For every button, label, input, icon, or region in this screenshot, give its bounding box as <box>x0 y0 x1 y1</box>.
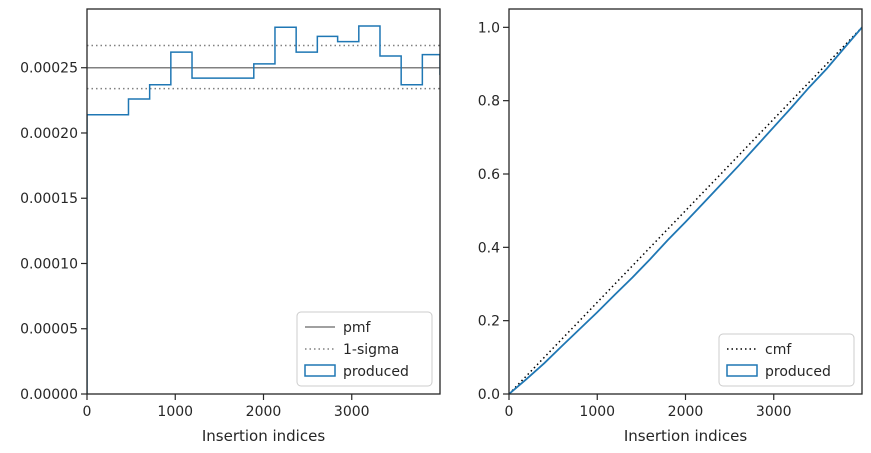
histogram-bin <box>275 27 296 394</box>
x-tick-label: 3000 <box>756 404 792 420</box>
legend-label: 1-sigma <box>343 342 399 358</box>
x-tick-label: 0 <box>83 404 92 420</box>
histogram-step <box>87 25 440 394</box>
y-tick-label: 0.00005 <box>20 322 78 338</box>
x-tick-label: 2000 <box>668 404 704 420</box>
y-tick-label: 0.00020 <box>20 126 78 142</box>
legend-box <box>718 333 855 387</box>
y-tick-label: 1.0 <box>478 20 500 36</box>
data-layer <box>87 25 440 394</box>
x-tick-label: 3000 <box>334 404 370 420</box>
histogram-bin <box>254 64 275 394</box>
histogram-bin <box>87 115 128 394</box>
legend: pmf 1-sigma produced <box>296 311 433 387</box>
legend-box <box>296 311 433 387</box>
y-tick-label: 0.4 <box>478 240 500 256</box>
x-tick-label: 1000 <box>579 404 615 420</box>
histogram-panel: 0 1000 2000 3000 0.00000 0.00005 0.00010 0.0001… <box>20 8 441 445</box>
x-axis-title: Insertion indices <box>202 427 325 445</box>
y-tick-label: 0.00000 <box>20 387 78 403</box>
cdf-panel: 0 1000 2000 3000 0.0 0.2 0.4 0.6 0.8 1.0 Insertion… <box>478 8 863 445</box>
histogram-bin <box>128 99 149 394</box>
legend-swatch <box>304 364 336 377</box>
y-tick-label: 0.00025 <box>20 61 78 77</box>
y-tick-label: 0.00010 <box>20 256 78 272</box>
x-tick-label: 1000 <box>157 404 193 420</box>
x-axis-title: Insertion indices <box>624 427 747 445</box>
legend: cmf produced <box>718 333 855 387</box>
legend-swatch <box>726 364 758 377</box>
cmf-line <box>509 26 862 394</box>
y-tick-label: 0.6 <box>478 167 500 183</box>
histogram-bin <box>192 78 233 394</box>
y-tick-label: 0.0 <box>478 387 500 403</box>
y-tick-label: 0.2 <box>478 314 500 330</box>
histogram-bin <box>171 52 192 394</box>
x-tick-label: 0 <box>505 404 514 420</box>
legend-label: cmf <box>765 342 792 358</box>
histogram-bin <box>150 85 171 394</box>
histogram-bin <box>233 78 253 394</box>
x-tick-label: 2000 <box>246 404 282 420</box>
y-tick-label: 0.00015 <box>20 191 78 207</box>
plot-area <box>509 9 862 394</box>
legend-label: produced <box>343 364 409 380</box>
legend-label: pmf <box>343 320 372 336</box>
y-tick-label: 0.8 <box>478 94 500 110</box>
legend-label: produced <box>765 364 831 380</box>
